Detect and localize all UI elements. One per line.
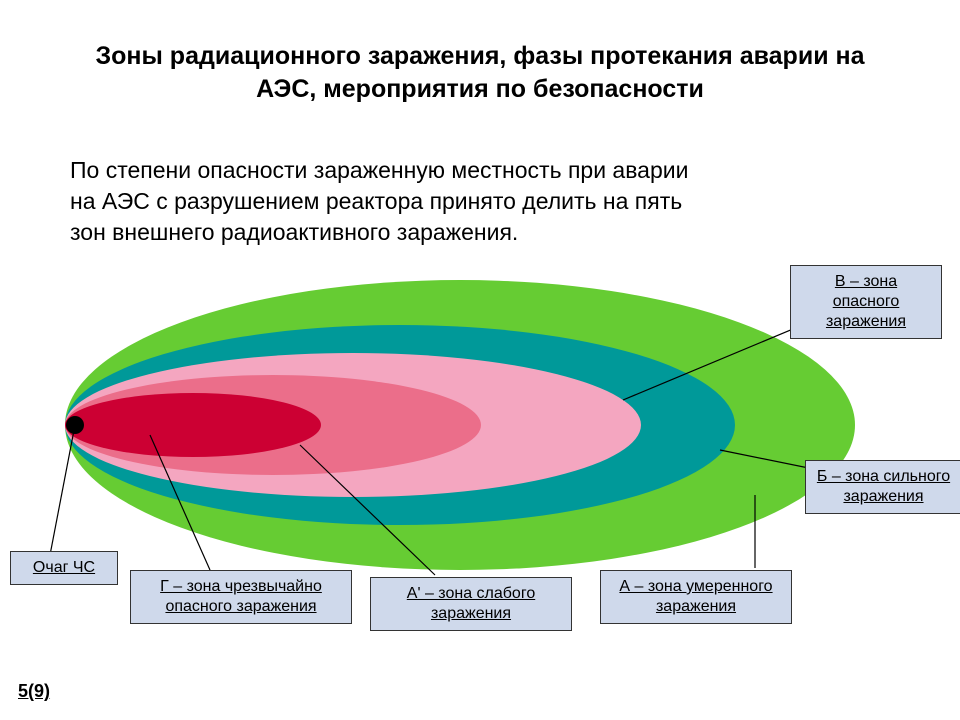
label-zone-b-text: Б – зона сильного заражения [817, 468, 950, 505]
label-zone-a: А – зона умеренного заражения [600, 570, 792, 624]
label-zone-g-text: Г – зона чрезвычайно опасного заражения [160, 578, 322, 615]
slide: Зоны радиационного заражения, фазы проте… [0, 0, 960, 720]
leader-l-ochag [50, 425, 75, 555]
label-zone-aprime: А' – зона слабого заражения [370, 577, 572, 631]
slide-title: Зоны радиационного заражения, фазы проте… [90, 40, 870, 105]
label-zone-b: Б – зона сильного заражения [805, 460, 960, 514]
label-ochag-text: Очаг ЧС [33, 559, 95, 576]
slide-number: 5(9) [18, 681, 50, 702]
label-zone-aprime-text: А' – зона слабого заражения [407, 585, 535, 622]
label-zone-a-text: А – зона умеренного заражения [619, 578, 772, 615]
intro-paragraph: По степени опасности зараженную местност… [70, 155, 710, 248]
label-zone-v-text: В – зона опасного заражения [826, 273, 906, 330]
zone-aprime [65, 393, 321, 457]
label-zone-g: Г – зона чрезвычайно опасного заражения [130, 570, 352, 624]
label-zone-v: В – зона опасного заражения [790, 265, 942, 339]
label-ochag: Очаг ЧС [10, 551, 118, 585]
